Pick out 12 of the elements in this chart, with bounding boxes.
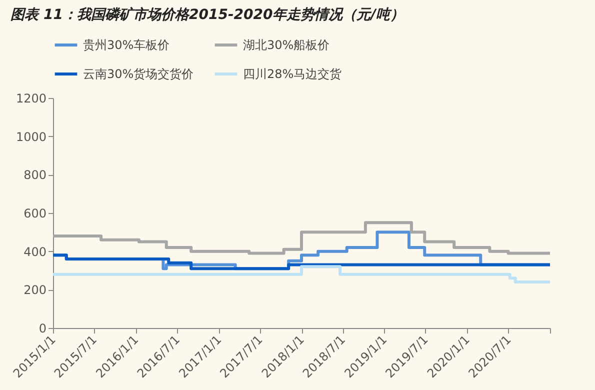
legend-label: 贵州30%车板价 (83, 38, 170, 52)
legend-label: 四川28%马边交货 (243, 67, 342, 81)
legend-label: 云南30%货场交货价 (83, 67, 194, 81)
y-tick-label: 800 (24, 168, 46, 182)
legend-label: 湖北30%船板价 (243, 38, 330, 52)
y-tick-label: 600 (24, 206, 46, 220)
chart-title: 图表 11：我国磷矿市场价格2015-2020年走势情况（元/吨） (10, 6, 404, 23)
y-tick-label: 1200 (16, 92, 46, 106)
y-tick-label: 400 (24, 244, 46, 259)
y-tick-label: 200 (24, 283, 46, 298)
y-tick-label: 1000 (16, 130, 46, 144)
y-tick-label: 0 (38, 322, 46, 336)
